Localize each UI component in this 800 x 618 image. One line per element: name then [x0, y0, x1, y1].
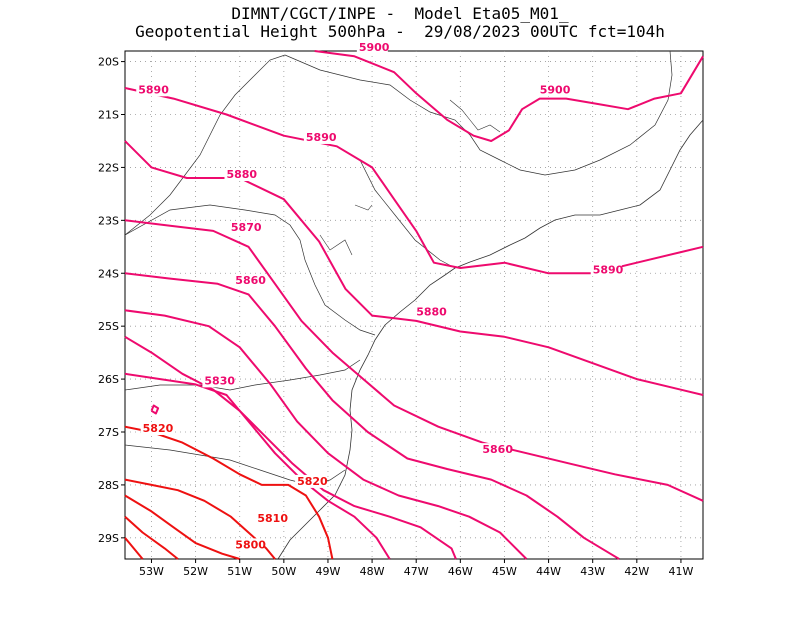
- contour-5790: [124, 515, 179, 560]
- title-line-2: Geopotential Height 500hPa - 29/08/2023 …: [135, 22, 665, 41]
- lat-tick-label: 26S: [98, 373, 119, 386]
- state-border: [284, 50, 673, 176]
- lat-tick-label: 23S: [98, 214, 119, 227]
- river: [319, 234, 353, 256]
- lat-tick-label: 27S: [98, 426, 119, 439]
- lat-tick-label: 29S: [98, 532, 119, 545]
- river: [354, 204, 373, 211]
- contour-label: 5800: [235, 538, 266, 551]
- contour-label: 5900: [540, 83, 571, 96]
- title-line-1: DIMNT/CGCT/INPE - Model Eta05_M01_: [231, 4, 569, 23]
- contour-label-bg: [233, 538, 265, 552]
- contour-label-layer: 5900 5900 5890 5890 5890 5880 5880 5870 5860 5860…: [136, 41, 624, 552]
- map-frame: [124, 50, 704, 560]
- contour-label: 5880: [226, 168, 257, 181]
- contour-5830-closed: [150, 404, 160, 415]
- contour-5780: [124, 537, 144, 560]
- contour-5900: [314, 50, 704, 142]
- river: [449, 99, 501, 133]
- lon-tick-label: 46W: [448, 565, 473, 578]
- lat-tick-label: 24S: [98, 267, 119, 280]
- lon-tick-label: 49W: [316, 565, 341, 578]
- contour-label: 5820: [297, 475, 328, 488]
- grid-layer: [125, 51, 703, 559]
- contour-label-bg: [590, 263, 622, 277]
- lat-tick-label: 20S: [98, 56, 119, 69]
- lon-tick-label: 50W: [271, 565, 296, 578]
- lon-tick-label: 44W: [536, 565, 561, 578]
- contour-label-bg: [136, 83, 168, 97]
- contour-5890: [124, 87, 704, 275]
- coastline: [277, 119, 704, 560]
- lat-tick-label: 25S: [98, 320, 119, 333]
- lon-tick-label: 42W: [624, 565, 649, 578]
- contour-label-bg: [480, 443, 512, 457]
- lon-tick-label: 52W: [183, 565, 208, 578]
- contour-label-bg: [233, 273, 265, 287]
- contour-label-bg: [140, 422, 172, 435]
- lon-tick-label: 43W: [580, 565, 605, 578]
- axis-layer: 20S 21S 22S 23S 24S 25S 26S 27S 28S 29S 53W 52W 51W 5…: [98, 56, 693, 578]
- contour-label-bg: [228, 220, 260, 234]
- contour-label-bg: [356, 41, 388, 54]
- state-border: [124, 204, 376, 336]
- lon-tick-label: 41W: [669, 565, 694, 578]
- lon-tick-label: 51W: [227, 565, 252, 578]
- contour-label: 5860: [235, 274, 266, 287]
- contour-label: 5890: [593, 263, 624, 276]
- lat-tick-label: 22S: [98, 161, 119, 174]
- contour-layer: [124, 50, 704, 560]
- contour-5800: [124, 494, 240, 560]
- contour-label-bg: [202, 374, 234, 388]
- lon-tick-label: 47W: [404, 565, 429, 578]
- contour-label: 5900: [359, 41, 390, 54]
- contour-5860: [124, 272, 620, 560]
- coastline-layer: [124, 50, 704, 560]
- state-border: [124, 54, 286, 236]
- contour-5870: [124, 219, 704, 502]
- lon-tick-label: 53W: [139, 565, 164, 578]
- contour-5830: [124, 372, 391, 560]
- contour-label: 5870: [231, 221, 262, 234]
- contour-label-bg: [414, 305, 446, 319]
- contour-label-bg: [224, 168, 256, 181]
- contour-label-bg: [537, 83, 569, 97]
- contour-label-bg: [255, 511, 287, 525]
- contour-label-bg: [303, 130, 335, 144]
- contour-5820: [124, 425, 334, 560]
- lat-tick-label: 21S: [98, 109, 119, 122]
- contour-label: 5890: [138, 83, 169, 96]
- contour-label: 5860: [482, 443, 513, 456]
- contour-label: 5890: [306, 131, 337, 144]
- lat-tick-label: 28S: [98, 479, 119, 492]
- contour-5880: [124, 140, 704, 396]
- contour-label: 5820: [143, 422, 174, 435]
- contour-label: 5810: [257, 512, 288, 525]
- contour-label: 5830: [204, 374, 235, 387]
- lon-tick-label: 48W: [360, 565, 385, 578]
- lon-tick-label: 45W: [492, 565, 517, 578]
- contour-5840: [124, 335, 457, 560]
- contour-label-bg: [295, 474, 327, 488]
- state-border: [124, 359, 361, 391]
- contour-label: 5880: [416, 306, 447, 319]
- contour-5850: [124, 309, 528, 560]
- state-border: [359, 159, 456, 269]
